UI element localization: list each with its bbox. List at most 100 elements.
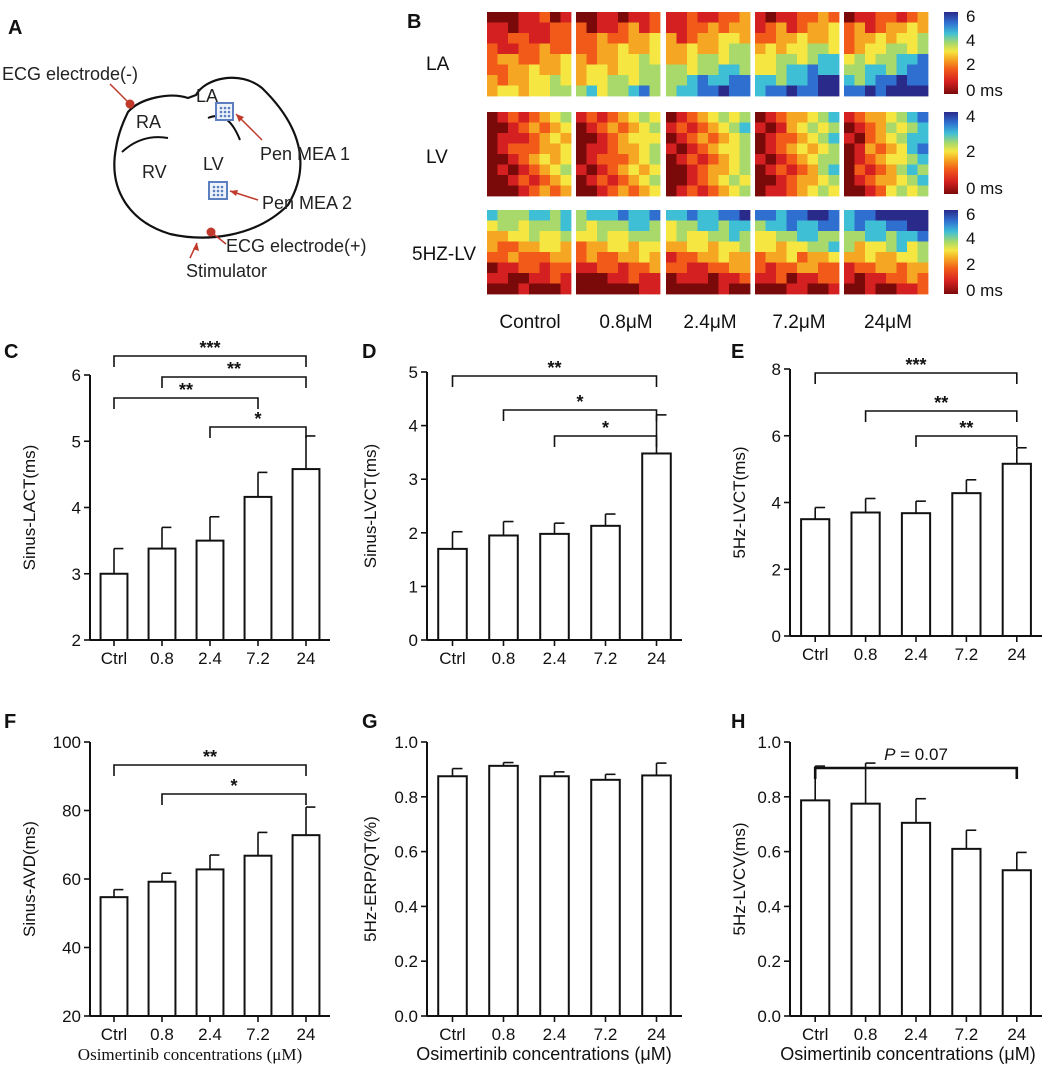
heatmap-cell <box>497 64 509 76</box>
heatmap-cell <box>875 43 887 55</box>
heatmap-cell <box>896 112 908 123</box>
heatmap-cell <box>907 175 918 186</box>
heatmap-cell <box>649 273 661 284</box>
heatmap-cell <box>518 122 530 134</box>
heatmap-cell <box>765 231 777 242</box>
heatmap-cell <box>917 64 929 76</box>
heatmap-cell <box>607 164 619 176</box>
heatmap-cell <box>755 283 766 295</box>
heatmap-cell <box>765 143 777 155</box>
heatmap-cell <box>917 220 929 232</box>
heatmap-cell <box>649 143 661 155</box>
heatmap-cell <box>729 220 740 232</box>
bar-d-4 <box>641 452 672 641</box>
heatmap-cell <box>776 85 787 97</box>
heatmap-cell <box>529 22 540 34</box>
heatmap-cell <box>550 133 561 144</box>
y-tick-label: 0.6 <box>757 843 781 862</box>
heatmap-cell <box>529 241 540 253</box>
heatmap-cell <box>697 54 709 65</box>
heatmap-cell <box>628 273 640 284</box>
heatmap-cell <box>676 33 688 44</box>
heatmap-cell <box>844 33 855 44</box>
heatmap-cell <box>697 252 709 263</box>
heatmap-cell <box>786 262 798 274</box>
heatmap-cell <box>497 154 509 165</box>
heatmap-cell <box>508 273 519 284</box>
heatmap-cell <box>687 22 698 34</box>
heatmap-cell <box>776 133 787 144</box>
heatmap-cell <box>807 64 819 76</box>
heatmap-cell <box>718 164 730 176</box>
heatmap-cell <box>886 154 897 165</box>
heatmap-cell <box>886 283 897 295</box>
heatmap-cell <box>865 75 876 86</box>
heatmap-cell <box>628 75 640 86</box>
heatmap-cell <box>639 252 650 263</box>
heatmap-cell <box>807 154 819 165</box>
heatmap-cell <box>628 210 640 221</box>
heatmap-cell <box>865 185 876 197</box>
heatmap-cell <box>844 262 855 274</box>
heatmap-cell <box>697 33 709 44</box>
heatmap-cell <box>765 43 777 55</box>
heatmap-cell <box>576 112 587 123</box>
heatmap-cell <box>907 220 918 232</box>
heatmap-cell <box>597 262 608 274</box>
heatmap-cell <box>497 22 509 34</box>
heatmap-cell <box>844 143 855 155</box>
heatmap-cell <box>865 112 876 123</box>
heatmap-cell <box>776 185 787 197</box>
heatmap-cell <box>539 220 551 232</box>
heatmap-cell <box>718 22 730 34</box>
heatmap-cell <box>687 133 698 144</box>
heatmap-cell <box>896 143 908 155</box>
x-tick-label: 24 <box>647 649 666 668</box>
heatmap-cell <box>807 133 819 144</box>
heatmap-cell <box>854 54 866 65</box>
heatmap-cell <box>765 283 777 295</box>
heatmap-cell <box>875 241 887 253</box>
heatmap-cell <box>739 112 751 123</box>
heatmap-cell <box>529 164 540 176</box>
heatmap-cell <box>886 33 897 44</box>
heatmap-cell <box>666 154 677 165</box>
heatmap-cell <box>597 154 608 165</box>
heatmap-cell <box>818 185 829 197</box>
heatmap-cell <box>886 75 897 86</box>
heatmap-cell <box>508 12 519 23</box>
heatmap-cell <box>560 231 572 242</box>
heatmap-cell <box>729 210 740 221</box>
pen-mea2-arrowhead <box>230 190 238 196</box>
heatmap-cell <box>807 143 819 155</box>
heatmap-cell <box>518 33 530 44</box>
heatmap-cell <box>818 85 829 97</box>
significance-label: ** <box>934 393 948 413</box>
heatmap-cell <box>896 220 908 232</box>
bar-f-0 <box>99 896 129 1018</box>
heatmap-cell <box>560 262 572 274</box>
heatmap-cell <box>497 112 509 123</box>
heatmap-cell <box>886 122 897 134</box>
heatmap-cell <box>818 241 829 253</box>
bar-e-3 <box>951 492 982 637</box>
heatmap-cell <box>739 22 751 34</box>
heatmap-cell <box>649 85 661 97</box>
heatmap-cell <box>687 185 698 197</box>
heatmap-cell <box>718 241 730 253</box>
heatmap-cell <box>786 231 798 242</box>
colorbar-5hz-lv-tick-2: 2 <box>966 255 975 274</box>
bar-g-0 <box>437 775 468 1017</box>
heatmap-cell <box>697 241 709 253</box>
heatmap-cell <box>907 22 918 34</box>
heatmap-cell <box>828 64 840 76</box>
heatmap-cell <box>539 54 551 65</box>
heatmap-cell <box>865 241 876 253</box>
heatmap-cell <box>560 122 572 134</box>
significance-label: ** <box>227 359 241 379</box>
heatmap-cell <box>666 210 677 221</box>
heatmap-cell <box>907 210 918 221</box>
heatmap-cell <box>854 75 866 86</box>
heatmap-cell <box>597 143 608 155</box>
heatmap-cell <box>597 164 608 176</box>
